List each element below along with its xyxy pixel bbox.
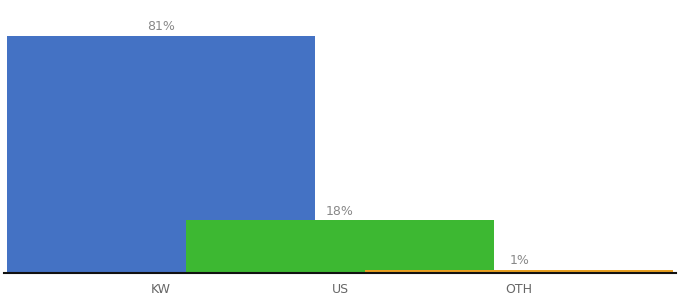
- Bar: [186, 220, 494, 273]
- Bar: [365, 270, 673, 273]
- Bar: [7, 36, 315, 273]
- Text: 1%: 1%: [509, 254, 529, 267]
- Text: 18%: 18%: [326, 205, 354, 218]
- Text: 81%: 81%: [147, 20, 175, 33]
